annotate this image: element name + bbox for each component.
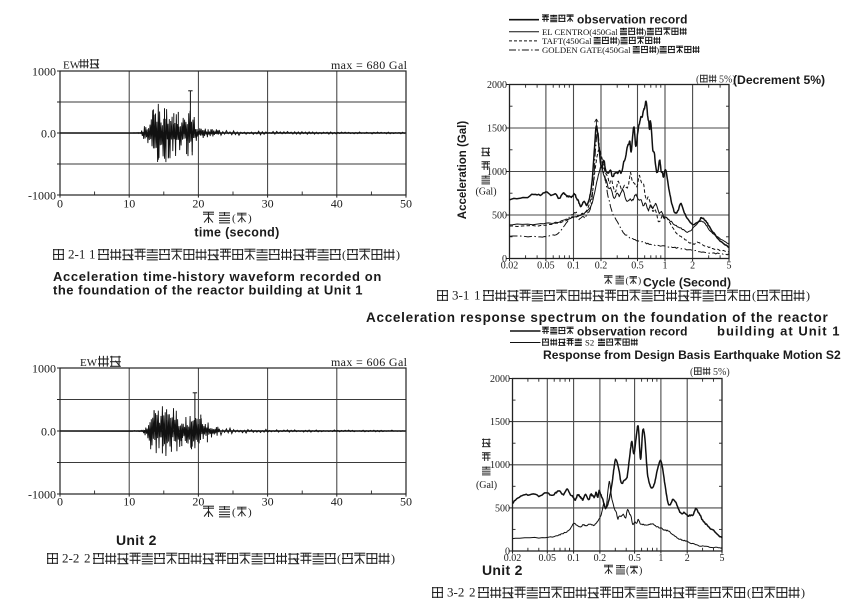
svg-text:Acceleration (Gal): Acceleration (Gal) — [457, 121, 469, 220]
svg-text:(: ( — [690, 367, 694, 378]
svg-text:Unit 2: Unit 2 — [482, 562, 523, 578]
svg-text:GOLDEN GATE(450Gal: GOLDEN GATE(450Gal — [542, 45, 631, 55]
svg-text:-1000: -1000 — [28, 488, 56, 502]
svg-text:10: 10 — [123, 197, 135, 211]
svg-text:2: 2 — [690, 261, 695, 272]
svg-text:the foundation of the reactor: the foundation of the reactor building a… — [53, 283, 363, 298]
svg-text:(: ( — [626, 566, 630, 577]
svg-text:0: 0 — [57, 197, 63, 211]
svg-text:(Gal): (Gal) — [475, 187, 496, 198]
svg-text:1000: 1000 — [487, 167, 507, 178]
svg-text:): ) — [396, 248, 400, 262]
svg-text:): ) — [656, 45, 659, 55]
svg-text:1000: 1000 — [32, 362, 56, 376]
svg-text:(Gal): (Gal) — [476, 480, 497, 491]
svg-text:): ) — [806, 289, 810, 303]
svg-text:building at Unit 1: building at Unit 1 — [717, 324, 840, 339]
svg-text:1000: 1000 — [32, 65, 56, 79]
svg-text:S2: S2 — [585, 338, 594, 348]
svg-text:500: 500 — [492, 211, 507, 222]
svg-text:max = 680 Gal: max = 680 Gal — [331, 58, 408, 72]
svg-text:5%): 5%) — [719, 75, 736, 86]
svg-text:Unit 2: Unit 2 — [116, 532, 157, 548]
svg-text:2000: 2000 — [490, 374, 510, 385]
svg-text:2-2: 2-2 — [62, 551, 79, 566]
svg-text:2: 2 — [685, 553, 690, 564]
svg-text:Cycle (Second): Cycle (Second) — [643, 276, 731, 290]
svg-text:0: 0 — [502, 254, 507, 265]
svg-text:0.02: 0.02 — [501, 261, 519, 272]
svg-text:2: 2 — [469, 585, 476, 600]
svg-text:3-2: 3-2 — [447, 585, 464, 600]
svg-text:30: 30 — [262, 495, 274, 509]
svg-text:1: 1 — [663, 261, 668, 272]
svg-text:): ) — [643, 27, 646, 37]
svg-text:EL CENTRO(450Gal: EL CENTRO(450Gal — [542, 27, 618, 37]
svg-text:500: 500 — [495, 503, 510, 514]
svg-text:1500: 1500 — [487, 124, 507, 135]
svg-text:1: 1 — [474, 288, 481, 303]
svg-text:EW: EW — [63, 60, 81, 72]
svg-text:(: ( — [342, 248, 346, 262]
svg-text:2-1: 2-1 — [68, 247, 85, 262]
svg-text:): ) — [639, 566, 642, 577]
svg-text:5: 5 — [727, 261, 732, 272]
svg-text:5%): 5%) — [713, 367, 730, 378]
svg-text:(: ( — [752, 289, 756, 303]
svg-text:3-1: 3-1 — [452, 288, 469, 303]
svg-text:30: 30 — [262, 197, 274, 211]
svg-text:(Decrement 5%): (Decrement 5%) — [733, 73, 825, 87]
svg-text:): ) — [801, 586, 805, 600]
svg-text:(: ( — [232, 213, 236, 225]
svg-text:0.05: 0.05 — [539, 553, 557, 564]
svg-text:1000: 1000 — [490, 460, 510, 471]
svg-text:max = 606 Gal: max = 606 Gal — [331, 355, 408, 369]
svg-text:2000: 2000 — [487, 80, 507, 91]
svg-text:observation record: observation record — [577, 13, 688, 27]
svg-text:-1000: -1000 — [28, 189, 56, 203]
svg-text:Response from Design Basis Ear: Response from Design Basis Earthquake Mo… — [543, 348, 841, 362]
svg-text:(: ( — [337, 552, 341, 566]
svg-text:0.2: 0.2 — [594, 553, 607, 564]
svg-text:40: 40 — [331, 197, 343, 211]
svg-text:5: 5 — [720, 553, 725, 564]
svg-text:0.05: 0.05 — [537, 261, 555, 272]
svg-text:0.0: 0.0 — [41, 425, 56, 439]
svg-text:0: 0 — [57, 495, 63, 509]
svg-text:2: 2 — [84, 551, 91, 566]
svg-text:TAFT(450Gal: TAFT(450Gal — [542, 36, 592, 46]
svg-text:0.5: 0.5 — [631, 261, 644, 272]
svg-text:0: 0 — [505, 546, 510, 557]
svg-text:(: ( — [626, 276, 629, 287]
svg-text:40: 40 — [331, 495, 343, 509]
svg-text:(: ( — [232, 507, 236, 519]
svg-text:20: 20 — [192, 197, 204, 211]
svg-text:0.0: 0.0 — [41, 127, 56, 141]
svg-text:(: ( — [747, 586, 751, 600]
svg-text:1: 1 — [658, 553, 663, 564]
svg-text:): ) — [248, 213, 252, 225]
svg-text:50: 50 — [400, 495, 412, 509]
svg-text:50: 50 — [400, 197, 412, 211]
svg-text:): ) — [617, 36, 620, 46]
svg-text:0.1: 0.1 — [567, 553, 580, 564]
svg-text:(: ( — [696, 75, 700, 86]
svg-text:20: 20 — [192, 495, 204, 509]
svg-text:0.2: 0.2 — [595, 261, 608, 272]
svg-text:EW: EW — [80, 357, 98, 369]
svg-text:): ) — [391, 552, 395, 566]
svg-text:0.02: 0.02 — [504, 553, 522, 564]
svg-text:10: 10 — [123, 495, 135, 509]
svg-text:): ) — [638, 276, 641, 287]
svg-text:1500: 1500 — [490, 417, 510, 428]
svg-text:Acceleration response spectrum: Acceleration response spectrum on the fo… — [366, 310, 828, 325]
svg-text:0.5: 0.5 — [628, 553, 641, 564]
svg-text:1: 1 — [89, 247, 96, 262]
svg-text:observation record: observation record — [577, 325, 688, 339]
svg-text:time (second): time (second) — [194, 226, 279, 240]
svg-text:): ) — [248, 507, 252, 519]
svg-text:Acceleration time-history wave: Acceleration time-history waveform recor… — [53, 269, 382, 284]
svg-text:0.1: 0.1 — [567, 261, 580, 272]
